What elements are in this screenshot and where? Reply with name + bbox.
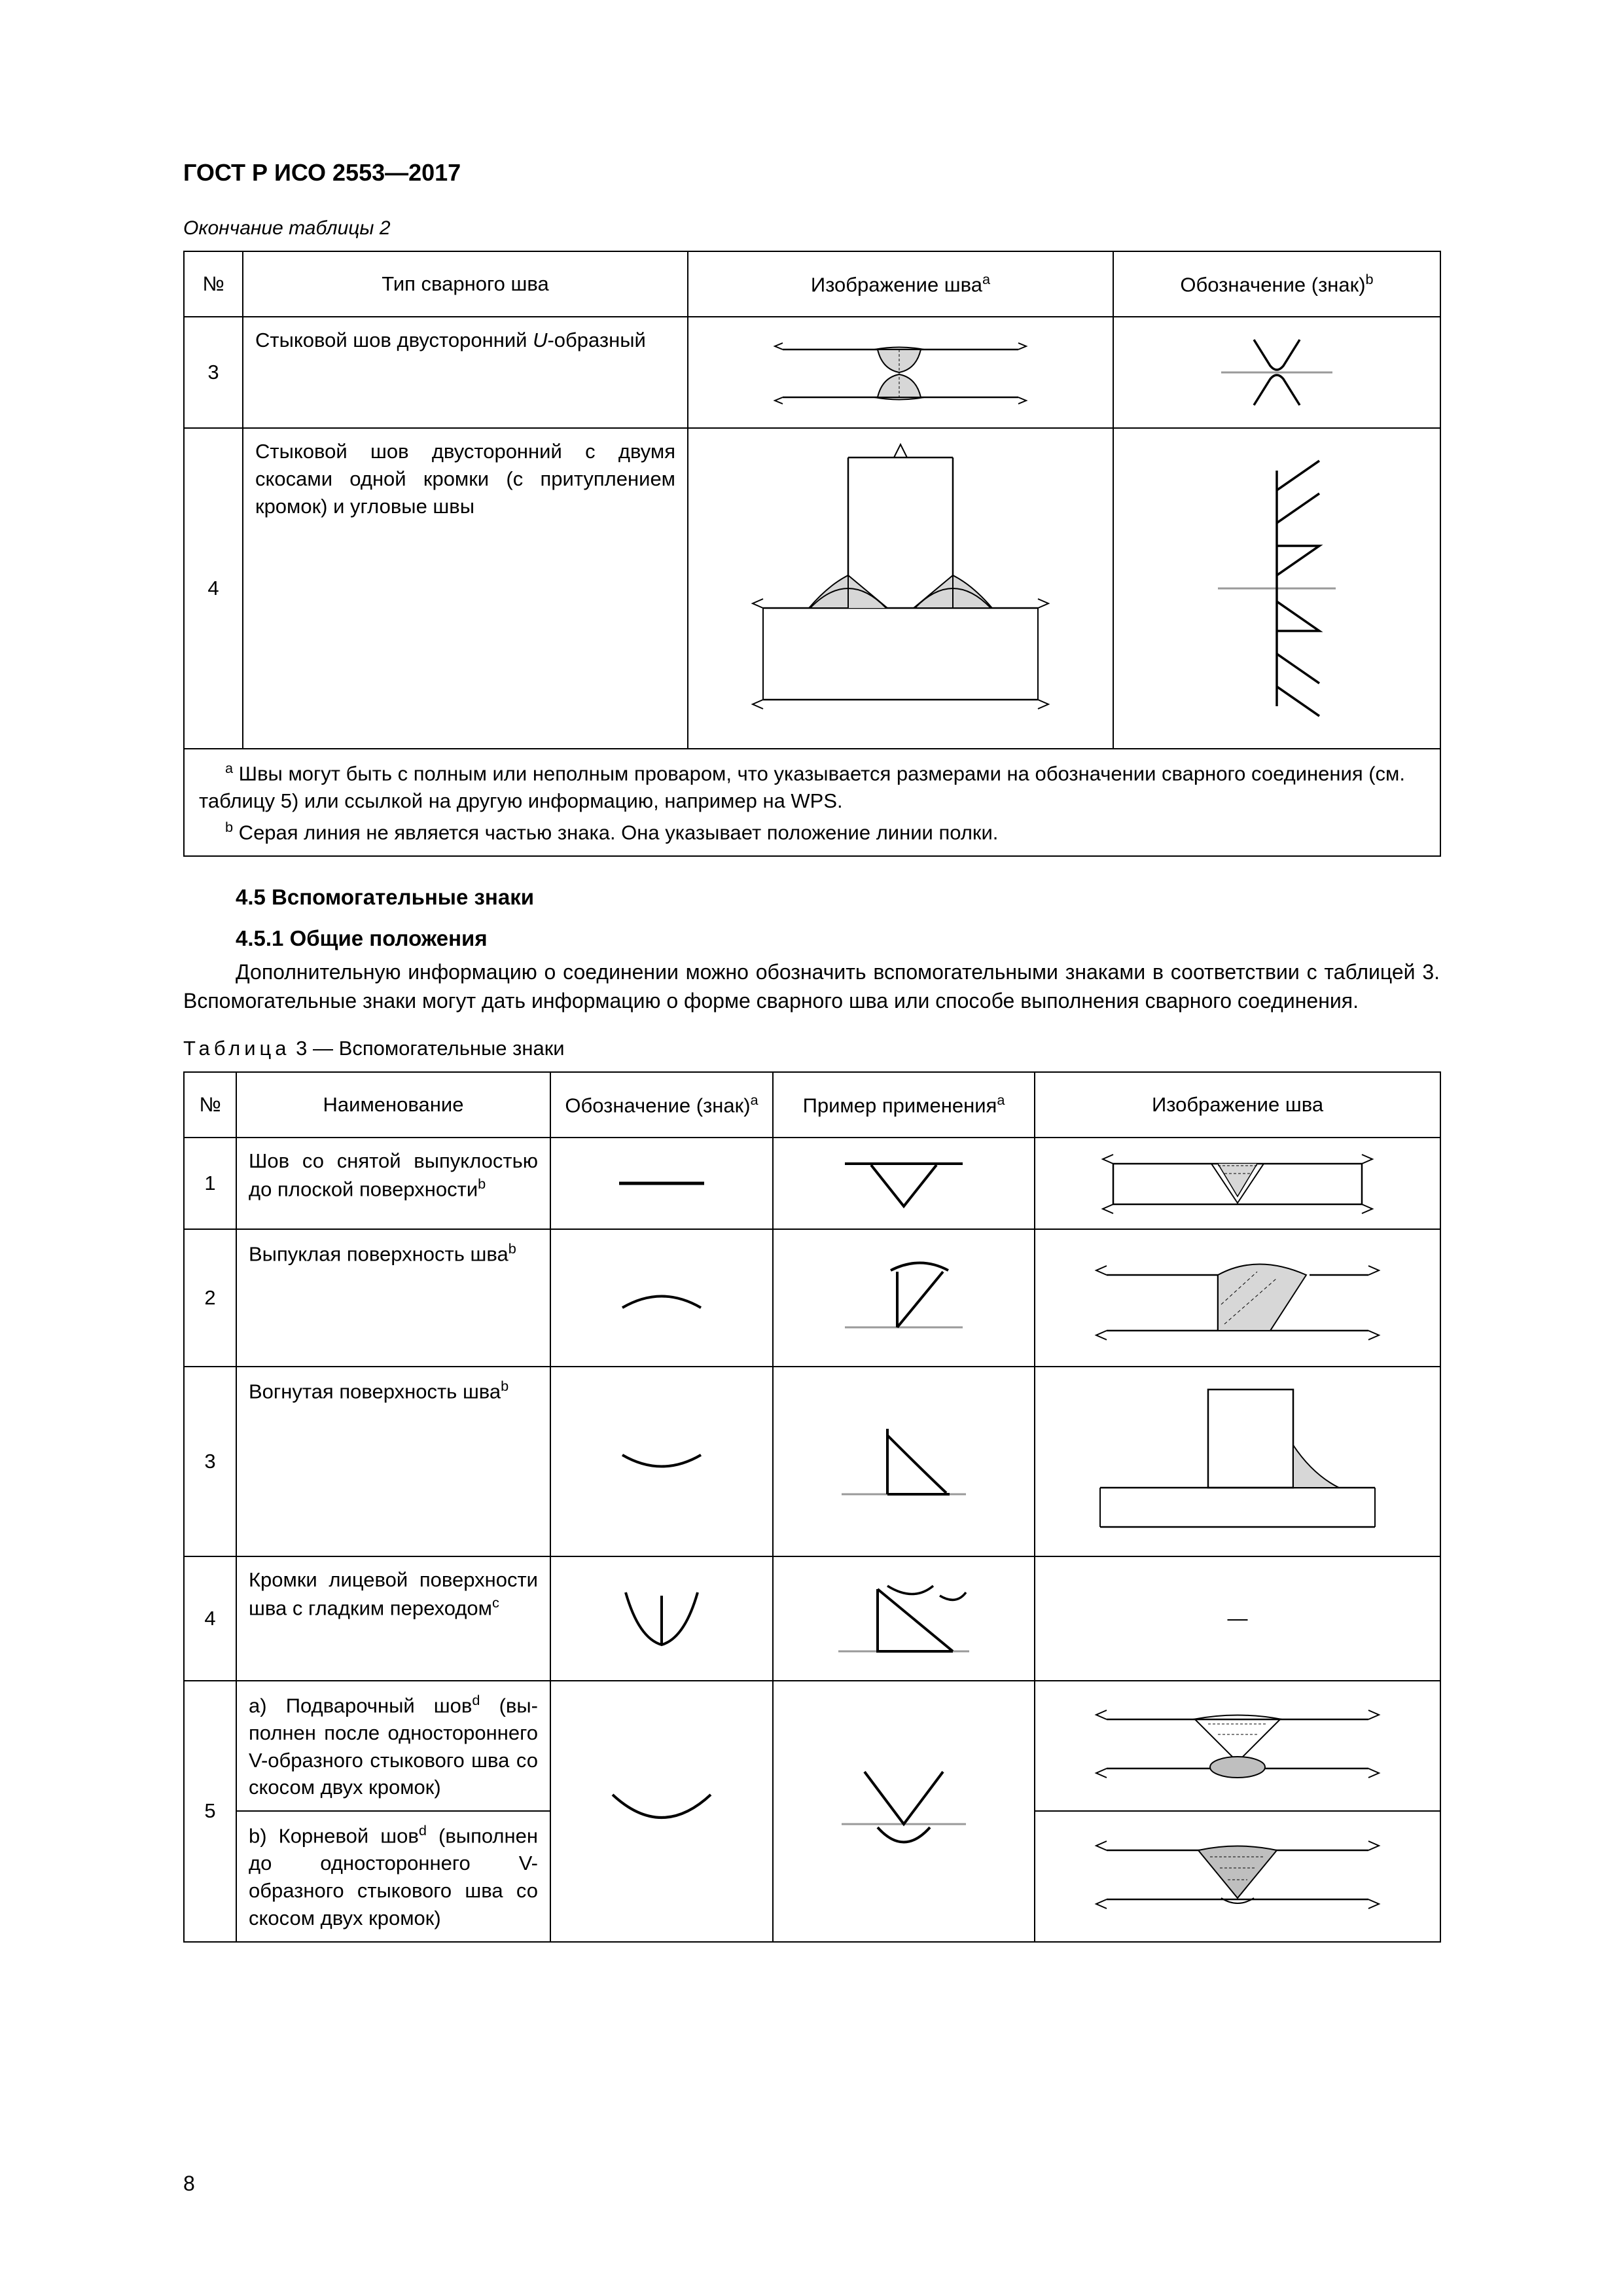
para-4-5-1: Дополнительную информацию о соединении м…: [183, 958, 1440, 1014]
table2-caption: Окончание таблицы 2: [183, 215, 1440, 242]
t3r2-symbol: [550, 1229, 773, 1367]
heading-4-5: 4.5 Вспомогательные знаки: [236, 883, 1440, 912]
table3-label: Таблица 3 — Вспомогательные знаки: [183, 1035, 1440, 1062]
t3r4-num: 4: [184, 1556, 236, 1681]
t3-th-symbol: Обозначение (знак)a: [550, 1072, 773, 1138]
t3r4-example: [773, 1556, 1035, 1681]
v-backing-before-illustration: [1087, 1827, 1388, 1926]
row3-desc: Стыковой шов двусторонний U-образный: [243, 317, 688, 428]
table-3: № Наименование Обозначение (знак)a Приме…: [183, 1071, 1441, 1943]
row4-desc: Стыковой шов двусторонний с двумя скосам…: [243, 428, 688, 749]
row4-illustration: [688, 428, 1113, 749]
doc-title: ГОСТ Р ИСО 2553—2017: [183, 157, 1440, 189]
t3r5-num: 5: [184, 1681, 236, 1942]
t3r2-num: 2: [184, 1229, 236, 1367]
t3r3-illustration: [1035, 1367, 1440, 1556]
t3r4-symbol: [550, 1556, 773, 1681]
t3r2-illustration: [1035, 1229, 1440, 1367]
t3-th-num: №: [184, 1072, 236, 1138]
t3r5-symbol: [550, 1681, 773, 1942]
heading-4-5-1: 4.5.1 Общие положения: [236, 924, 1440, 954]
t3-th-example: Пример примененияa: [773, 1072, 1035, 1138]
t3r1-illustration: [1035, 1138, 1440, 1229]
t3-th-illustration: Изображение шва: [1035, 1072, 1440, 1138]
t3-row-2: 2 Выпуклая поверхность шваb: [184, 1229, 1440, 1367]
convex-arc-icon: [606, 1275, 717, 1321]
t3r5a-illustration: [1035, 1681, 1440, 1812]
t3r5b-illustration: [1035, 1811, 1440, 1942]
fillet-concave-symbol: [829, 1409, 979, 1514]
th-num: №: [184, 251, 243, 317]
t3r3-symbol: [550, 1367, 773, 1556]
t3-row-1: 1 Шов со снятой выпуклостью до плоской п…: [184, 1138, 1440, 1229]
row3-illustration: [688, 317, 1113, 428]
th-symbol: Обозначение (знак)b: [1113, 251, 1440, 317]
row3-symbol: [1113, 317, 1440, 428]
t3-row-4: 4 Кромки лицевой поверх­ности шва с глад…: [184, 1556, 1440, 1681]
t3r3-name: Вогнутая поверхность шваb: [236, 1367, 550, 1556]
table2-row-4: 4 Стыковой шов двусторонний с двумя скос…: [184, 428, 1440, 749]
t3r1-example: [773, 1138, 1035, 1229]
table3-header-row: № Наименование Обозначение (знак)a Приме…: [184, 1072, 1440, 1138]
weld-k-fillet-illustration: [737, 438, 1064, 739]
fillet-concave-illustration: [1080, 1376, 1395, 1547]
t3r4-name: Кромки лицевой поверх­ности шва с гладки…: [236, 1556, 550, 1681]
t3-row-5a: 5 а) Подварочный шовd (вы­полнен после о…: [184, 1681, 1440, 1812]
concave-arc-icon: [606, 1439, 717, 1484]
toe-blend-icon: [603, 1576, 721, 1661]
t3-th-name: Наименование: [236, 1072, 550, 1138]
weld-u-double-illustration: [763, 327, 1038, 418]
row4-num: 4: [184, 428, 243, 749]
row3-num: 3: [184, 317, 243, 428]
flat-line-icon: [606, 1170, 717, 1196]
v-backing-symbol: [829, 1752, 979, 1870]
th-type: Тип сварного шва: [243, 251, 688, 317]
row4-symbol: [1113, 428, 1440, 749]
t3r5b-name: b) Корневой шовd (выпол­нен до односторо…: [236, 1811, 550, 1942]
t3r1-num: 1: [184, 1138, 236, 1229]
t3r1-name: Шов со снятой выпуклостью до плоской пов…: [236, 1138, 550, 1229]
t3r1-symbol: [550, 1138, 773, 1229]
v-backing-after-illustration: [1087, 1696, 1388, 1795]
t3-row-3: 3 Вогнутая поверхность шваb: [184, 1367, 1440, 1556]
t3r2-name: Выпуклая поверхность шваb: [236, 1229, 550, 1367]
fillet-toe-symbol: [825, 1566, 982, 1671]
table2-row-3: 3 Стыковой шов двусторонний U-образный: [184, 317, 1440, 428]
v-flat-illustration: [1094, 1147, 1382, 1219]
t3r4-dash: —: [1035, 1556, 1440, 1681]
bevel-convex-symbol: [832, 1249, 976, 1347]
t3r2-example: [773, 1229, 1035, 1367]
t3r3-example: [773, 1367, 1035, 1556]
table2-header-row: № Тип сварного шва Изображение шваa Обоз…: [184, 251, 1440, 317]
t3r5-example: [773, 1681, 1035, 1942]
t3r5a-name: а) Подварочный шовd (вы­полнен после одн…: [236, 1681, 550, 1812]
th-illustration: Изображение шваa: [688, 251, 1113, 317]
table2-footnotes: a Швы могут быть с полным или неполным п…: [184, 749, 1440, 856]
bevel-convex-illustration: [1087, 1239, 1388, 1357]
t3r3-num: 3: [184, 1367, 236, 1556]
v-flat-symbol: [832, 1151, 976, 1216]
backing-run-icon: [596, 1778, 727, 1844]
page-number: 8: [183, 2170, 195, 2198]
table-2: № Тип сварного шва Изображение шваa Обоз…: [183, 251, 1441, 857]
weld-u-double-symbol: [1208, 327, 1346, 418]
weld-k-fillet-symbol: [1205, 451, 1349, 726]
